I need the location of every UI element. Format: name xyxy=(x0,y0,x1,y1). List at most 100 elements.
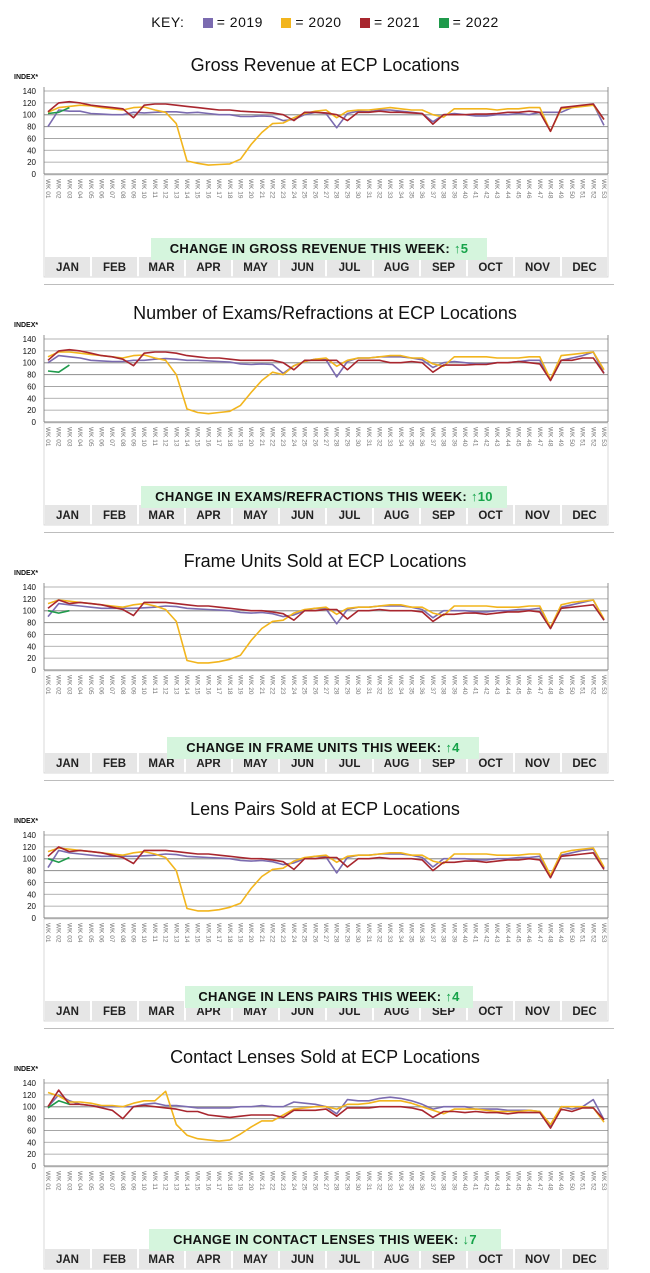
x-tick-label: WK 19 xyxy=(236,179,243,199)
change-value: 7 xyxy=(469,1232,477,1247)
x-tick-label: WK 10 xyxy=(140,1171,147,1191)
x-tick-label: WK 10 xyxy=(140,923,147,943)
x-tick-label: WK 14 xyxy=(183,179,190,199)
month-band xyxy=(515,505,560,525)
month-band xyxy=(186,505,231,525)
x-tick-label: WK 33 xyxy=(386,427,393,447)
x-tick-label: WK 37 xyxy=(429,923,436,943)
month-band xyxy=(468,1001,513,1021)
x-tick-label: WK 23 xyxy=(279,427,286,447)
x-tick-label: WK 31 xyxy=(365,1171,372,1191)
x-tick-label: WK 51 xyxy=(579,675,586,695)
x-tick-label: WK 37 xyxy=(429,427,436,447)
x-tick-label: WK 26 xyxy=(311,427,318,447)
x-tick-label: WK 30 xyxy=(354,427,361,447)
axis-frame xyxy=(43,918,609,1022)
x-tick-label: WK 09 xyxy=(130,427,137,447)
month-band xyxy=(374,505,419,525)
x-tick-label: WK 45 xyxy=(514,1171,521,1191)
x-tick-label: WK 51 xyxy=(579,1171,586,1191)
x-tick-label: WK 53 xyxy=(600,923,607,943)
y-tick-label: 20 xyxy=(27,158,36,167)
month-label: JUL xyxy=(339,758,361,770)
legend-swatch-2021 xyxy=(359,18,370,28)
x-tick-label: WK 18 xyxy=(226,1171,233,1191)
series-line-2022 xyxy=(47,106,70,115)
x-tick-label: WK 11 xyxy=(151,179,158,198)
month-band xyxy=(45,753,90,773)
x-tick-label: WK 14 xyxy=(183,923,190,943)
x-tick-label: WK 32 xyxy=(375,923,382,943)
x-tick-label: WK 02 xyxy=(55,1171,62,1191)
month-label: OCT xyxy=(478,1006,502,1018)
x-tick-label: WK 22 xyxy=(269,1171,276,1191)
series-line-2022 xyxy=(47,856,70,864)
x-tick-label: WK 49 xyxy=(557,923,564,943)
x-tick-label: WK 46 xyxy=(525,675,532,695)
x-tick-label: WK 01 xyxy=(44,179,51,199)
x-tick-label: WK 52 xyxy=(589,675,596,695)
x-tick-label: WK 37 xyxy=(429,1171,436,1191)
month-label: SEP xyxy=(432,510,455,522)
x-tick-label: WK 53 xyxy=(600,179,607,199)
x-tick-label: WK 16 xyxy=(204,1171,211,1191)
x-tick-label: WK 22 xyxy=(269,427,276,447)
y-tick-label: 60 xyxy=(27,134,36,143)
x-tick-label: WK 07 xyxy=(108,675,115,695)
month-label: JUL xyxy=(339,510,361,522)
x-tick-label: WK 43 xyxy=(493,1171,500,1191)
x-tick-label: WK 49 xyxy=(557,179,564,199)
y-tick-label: 0 xyxy=(32,170,37,179)
month-label: JAN xyxy=(56,262,79,274)
x-tick-label: WK 52 xyxy=(589,1171,596,1191)
x-tick-label: WK 07 xyxy=(108,179,115,199)
x-tick-label: WK 41 xyxy=(472,179,479,199)
x-tick-label: WK 08 xyxy=(119,427,126,447)
x-tick-label: WK 11 xyxy=(151,427,158,446)
x-tick-label: WK 39 xyxy=(450,1171,457,1191)
y-tick-label: 20 xyxy=(27,654,36,663)
x-tick-label: WK 52 xyxy=(589,923,596,943)
x-tick-label: WK 22 xyxy=(269,675,276,695)
x-tick-label: WK 29 xyxy=(343,1171,350,1191)
x-tick-label: WK 45 xyxy=(514,675,521,695)
y-tick-label: 140 xyxy=(23,583,37,592)
x-tick-label: WK 28 xyxy=(333,179,340,199)
x-tick-label: WK 53 xyxy=(600,1171,607,1191)
x-tick-label: WK 27 xyxy=(322,923,329,943)
x-tick-label: WK 06 xyxy=(97,427,104,447)
month-band xyxy=(280,505,325,525)
month-label: SEP xyxy=(432,758,455,770)
change-label: CHANGE IN LENS PAIRS THIS WEEK: xyxy=(198,989,446,1004)
y-tick-label: 40 xyxy=(27,642,36,651)
arrow-up-icon: ↑ xyxy=(445,989,453,1004)
x-tick-label: WK 43 xyxy=(493,427,500,447)
x-tick-label: WK 23 xyxy=(279,1171,286,1191)
x-tick-label: WK 04 xyxy=(76,179,83,199)
x-tick-label: WK 50 xyxy=(568,427,575,447)
x-tick-label: WK 29 xyxy=(343,923,350,943)
x-tick-label: WK 35 xyxy=(408,675,415,695)
y-tick-label: 100 xyxy=(23,111,37,120)
chart-title: Contact Lenses Sold at ECP Locations xyxy=(170,1047,480,1067)
y-tick-label: 120 xyxy=(23,595,37,604)
month-label: DEC xyxy=(572,758,596,770)
x-tick-label: WK 03 xyxy=(65,179,72,199)
x-tick-label: WK 23 xyxy=(279,675,286,695)
x-tick-label: WK 01 xyxy=(44,1171,51,1191)
x-tick-label: WK 20 xyxy=(247,923,254,943)
x-tick-label: WK 40 xyxy=(461,1171,468,1191)
x-tick-label: WK 02 xyxy=(55,427,62,447)
month-label: NOV xyxy=(525,1254,550,1266)
y-tick-label: 60 xyxy=(27,382,36,391)
x-tick-label: WK 36 xyxy=(418,179,425,199)
x-tick-label: WK 24 xyxy=(290,179,297,199)
x-tick-label: WK 46 xyxy=(525,923,532,943)
x-tick-label: WK 03 xyxy=(65,923,72,943)
x-tick-label: WK 38 xyxy=(440,179,447,199)
x-tick-label: WK 20 xyxy=(247,179,254,199)
y-tick-label: 40 xyxy=(27,394,36,403)
month-label: NOV xyxy=(525,1006,550,1018)
month-band xyxy=(45,257,90,277)
month-band xyxy=(280,257,325,277)
